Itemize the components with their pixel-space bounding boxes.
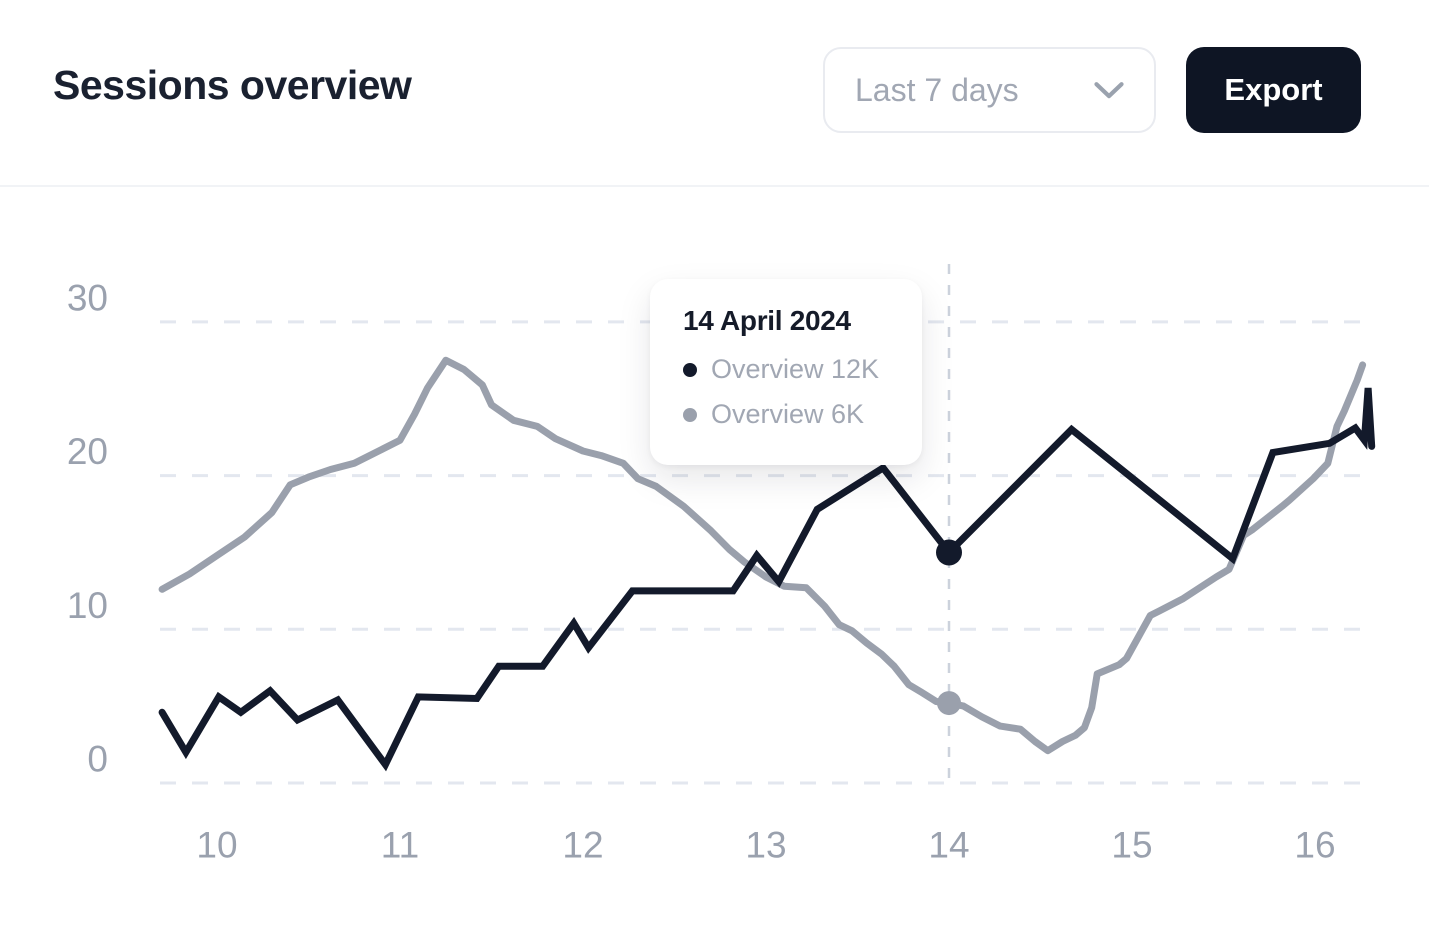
chevron-down-icon xyxy=(1094,81,1124,100)
x-axis-tick-label: 16 xyxy=(1294,825,1335,866)
x-axis-tick-label: 10 xyxy=(196,825,237,866)
gridlines xyxy=(160,320,1372,785)
x-axis-tick-label: 12 xyxy=(562,825,603,866)
tooltip-date: 14 April 2024 xyxy=(683,305,851,336)
y-axis-tick-label: 0 xyxy=(87,739,108,780)
date-range-dropdown[interactable]: Last 7 days xyxy=(823,47,1156,133)
y-axis-tick-label: 10 xyxy=(67,585,108,626)
export-button[interactable]: Export xyxy=(1186,47,1361,133)
x-axis-tick-label: 11 xyxy=(381,825,419,866)
date-range-label: Last 7 days xyxy=(855,71,1019,108)
y-axis-tick-label: 20 xyxy=(67,431,108,472)
page-title: Sessions overview xyxy=(53,62,412,108)
chart-tooltip: 14 April 2024 Overview 12K Overview 6K xyxy=(650,279,922,465)
series-line-2 xyxy=(158,356,1367,755)
y-axis-labels: 0 10 20 30 xyxy=(67,277,108,779)
series-lines xyxy=(158,356,1376,772)
x-axis-tick-label: 15 xyxy=(1111,825,1152,866)
y-axis-tick-label: 30 xyxy=(67,277,108,318)
highlight-markers xyxy=(936,539,962,716)
series-line-1 xyxy=(158,387,1376,772)
tooltip-row: Overview 6K xyxy=(683,399,922,430)
x-axis-labels: 10 11 12 13 14 15 16 xyxy=(196,825,1335,866)
series-dot-icon xyxy=(683,407,697,422)
tooltip-row-label: Overview 12K xyxy=(711,354,880,384)
tooltip-row-label: Overview 6K xyxy=(711,399,865,429)
highlight-marker xyxy=(937,691,961,716)
highlight-marker xyxy=(936,539,962,566)
series-dot-icon xyxy=(683,362,697,377)
x-axis-tick-label: 14 xyxy=(928,825,969,866)
header-divider xyxy=(0,185,1429,187)
tooltip-row: Overview 12K xyxy=(683,354,922,385)
x-axis-tick-label: 13 xyxy=(745,825,786,866)
